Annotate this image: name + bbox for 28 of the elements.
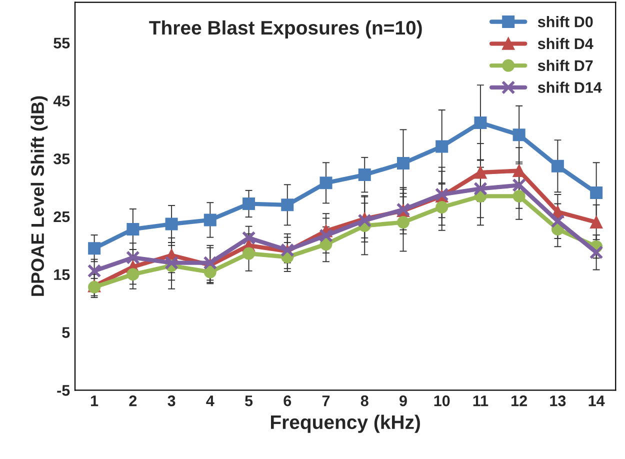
x-tick-label: 5 — [244, 396, 253, 406]
legend-label: shift D4 — [538, 38, 594, 50]
x-tick-label: 1 — [91, 396, 98, 406]
x-tick-label: 2 — [129, 395, 137, 406]
x-tick-label: 6 — [284, 395, 292, 406]
text: Three Blast Exposures (n=10) — [149, 20, 422, 39]
x-tick-label: 7 — [322, 396, 330, 406]
y-tick-label: 15 — [54, 269, 70, 280]
x-tick-label: 3 — [168, 395, 176, 406]
y-tick-label: -5 — [57, 385, 70, 396]
x-tick-label: 8 — [360, 395, 368, 406]
y-tick-label: 35 — [54, 153, 70, 164]
legend-label: shift D7 — [538, 60, 593, 72]
x-tick-label: 4 — [206, 396, 214, 406]
y-tick-label: 55 — [54, 38, 70, 49]
x-tick-label: 11 — [473, 396, 488, 406]
x-tick-label: 10 — [434, 395, 450, 406]
y-tick-label: 45 — [53, 96, 70, 106]
x-tick-label: 13 — [550, 395, 566, 406]
x-tick-label: 9 — [400, 395, 407, 406]
x-tick-label: 12 — [512, 395, 527, 406]
x-axis-title: Frequency (kHz) — [270, 414, 420, 433]
y-axis-title: DPOAE Level Shift (dB) — [30, 96, 48, 296]
legend-label: shift D0 — [538, 16, 593, 28]
x-tick-label: 14 — [588, 396, 605, 406]
y-tick-label: 25 — [54, 211, 70, 222]
y-tick-label: 5 — [62, 327, 70, 338]
legend-label: shift D14 — [538, 82, 602, 93]
